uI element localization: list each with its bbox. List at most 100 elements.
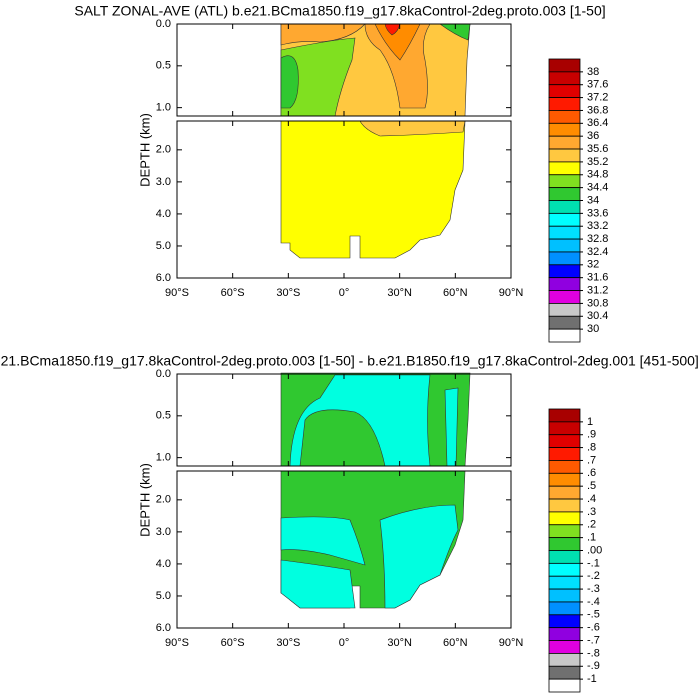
contour-region bbox=[439, 23, 471, 41]
contour-region bbox=[280, 559, 356, 609]
colorbar-box bbox=[548, 122, 581, 137]
colorbar-box bbox=[548, 148, 581, 163]
colorbar-box bbox=[548, 460, 581, 474]
colorbar-box bbox=[548, 511, 581, 526]
colorbar-label: -.1 bbox=[587, 557, 600, 569]
colorbar-label: .4 bbox=[587, 493, 596, 505]
colorbar-box bbox=[548, 524, 581, 539]
colorbar-label: 31.6 bbox=[587, 272, 608, 284]
colorbar-box bbox=[548, 485, 581, 500]
y-tick-label: 0.5 bbox=[156, 410, 171, 422]
colorbar-label: 32.4 bbox=[587, 246, 608, 258]
x-tick-label: 30°S bbox=[276, 287, 300, 299]
x-tick-label: 90°S bbox=[165, 637, 189, 649]
x-tick-label: 90°N bbox=[499, 637, 524, 649]
colorbar-label: -.4 bbox=[587, 596, 600, 608]
colorbar-box bbox=[548, 212, 581, 227]
y-tick-label: 3.0 bbox=[156, 176, 171, 188]
contour-region bbox=[280, 516, 366, 566]
colorbar-box bbox=[548, 135, 581, 150]
colorbar-box bbox=[548, 421, 581, 436]
colorbar-label: -1 bbox=[587, 673, 597, 685]
colorbar-label: 33.2 bbox=[587, 220, 608, 232]
y-tick-label: 0.5 bbox=[156, 60, 171, 72]
colorbar-box bbox=[548, 408, 581, 423]
colorbar-box bbox=[548, 84, 581, 98]
colorbar-label: -.3 bbox=[587, 583, 600, 595]
y-tick-label: 4.0 bbox=[156, 558, 171, 570]
colorbar-box bbox=[548, 174, 581, 189]
y-tick-label: 2.0 bbox=[156, 494, 171, 506]
colorbar-box bbox=[548, 434, 581, 448]
contour-region bbox=[379, 504, 459, 609]
contour-fill-top bbox=[280, 23, 471, 259]
contour-region bbox=[359, 120, 466, 137]
colorbar-label: 32 bbox=[587, 259, 599, 271]
colorbar-box bbox=[548, 678, 581, 693]
colorbar-label: -.7 bbox=[587, 634, 600, 646]
colorbar-box bbox=[548, 97, 581, 111]
colorbar-label: 35.6 bbox=[587, 143, 608, 155]
colorbar-label: 34 bbox=[587, 194, 599, 206]
colorbar-box bbox=[548, 653, 581, 667]
colorbar-label: .6 bbox=[587, 467, 596, 479]
x-tick-label: 90°S bbox=[165, 287, 189, 299]
colorbar-box bbox=[548, 537, 581, 551]
colorbar-label: -.6 bbox=[587, 622, 600, 634]
colorbar-box bbox=[548, 71, 581, 86]
colorbar-label: -.9 bbox=[587, 660, 600, 672]
colorbar-box bbox=[548, 665, 581, 680]
colorbar-label: 34.8 bbox=[587, 169, 608, 181]
colorbar-box bbox=[548, 562, 581, 577]
colorbar-box bbox=[548, 627, 581, 641]
colorbar-box bbox=[548, 575, 581, 590]
y-tick-label: 3.0 bbox=[156, 526, 171, 538]
contour-region bbox=[444, 387, 459, 467]
colorbar-box bbox=[548, 550, 581, 564]
contour-region bbox=[384, 23, 401, 36]
x-tick-label: 30°S bbox=[276, 637, 300, 649]
colorbar-label: 37.2 bbox=[587, 91, 608, 103]
x-tick-label: 0° bbox=[339, 287, 350, 299]
colorbar-label: 36 bbox=[587, 130, 599, 142]
colorbar-box bbox=[548, 251, 581, 266]
contour-region bbox=[289, 374, 431, 467]
colorbar-box bbox=[548, 640, 581, 654]
colorbar-label: .3 bbox=[587, 506, 596, 518]
colorbar-box bbox=[548, 161, 581, 176]
contour-region bbox=[364, 23, 431, 109]
colorbar-label: -.8 bbox=[587, 647, 600, 659]
colorbar-box bbox=[548, 200, 581, 214]
x-tick-label: 60°N bbox=[443, 287, 468, 299]
colorbar-label: 36.4 bbox=[587, 117, 608, 129]
colorbar-label: .1 bbox=[587, 532, 596, 544]
y-axis-label: DEPTH (km) bbox=[137, 463, 152, 537]
y-tick-label: 6.0 bbox=[156, 622, 171, 634]
colorbar-label: 33.6 bbox=[587, 207, 608, 219]
colorbar-box bbox=[548, 472, 581, 487]
y-tick-label: 5.0 bbox=[156, 240, 171, 252]
colorbar-label: 34.4 bbox=[587, 182, 608, 194]
colorbar-box bbox=[548, 238, 581, 253]
contour-region bbox=[280, 55, 299, 109]
colorbar-box bbox=[548, 328, 581, 343]
colorbar-label: 31.2 bbox=[587, 284, 608, 296]
y-tick-label: 0.0 bbox=[156, 368, 171, 380]
colorbar-box bbox=[548, 303, 581, 317]
x-tick-label: 0° bbox=[339, 637, 350, 649]
colorbar-label: .2 bbox=[587, 519, 596, 531]
colorbar-label: 38 bbox=[587, 66, 599, 78]
x-tick-label: 60°S bbox=[221, 287, 245, 299]
colorbar-label: -.5 bbox=[587, 609, 600, 621]
y-axis-label: DEPTH (km) bbox=[137, 113, 152, 187]
contour-region bbox=[280, 120, 466, 259]
y-tick-label: 5.0 bbox=[156, 590, 171, 602]
colorbar-box bbox=[548, 277, 581, 291]
chart-title: SALT ZONAL-AVE (ATL) b.e21.BCma1850.f19_… bbox=[74, 3, 605, 19]
colorbar-label: .8 bbox=[587, 441, 596, 453]
x-tick-label: 60°S bbox=[221, 637, 245, 649]
colorbar-box bbox=[548, 588, 581, 603]
colorbar-box bbox=[548, 187, 581, 201]
contour-region bbox=[280, 23, 366, 46]
x-tick-label: 30°N bbox=[387, 287, 412, 299]
